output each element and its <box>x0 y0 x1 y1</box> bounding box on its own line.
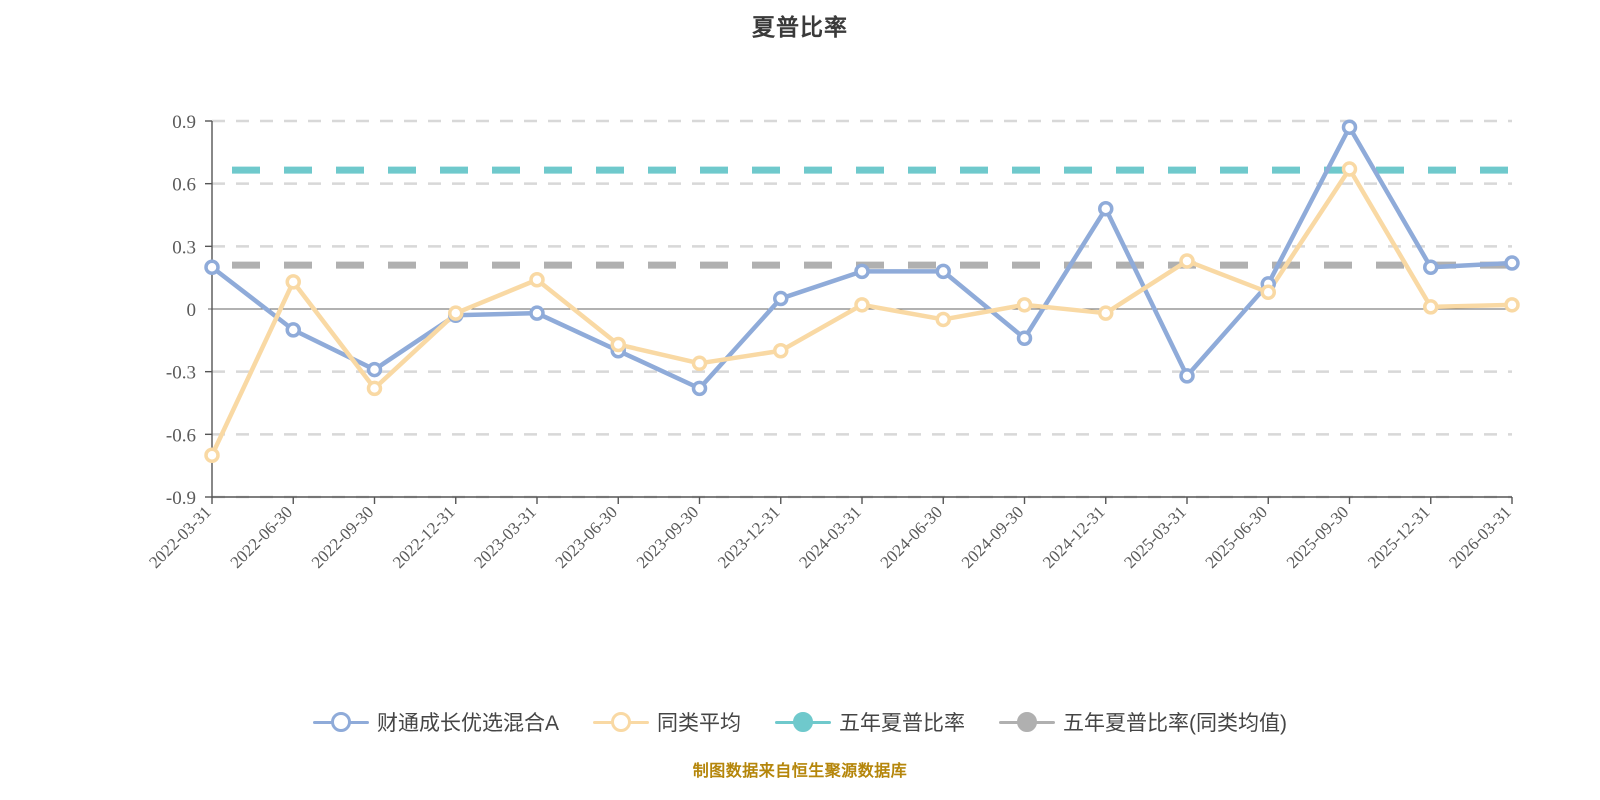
x-tick-label: 2024-09-30 <box>958 502 1028 572</box>
data-point[interactable] <box>285 274 301 290</box>
x-tick-label-group: 2023-09-30 <box>633 502 703 572</box>
x-tick-label-group: 2023-06-30 <box>552 502 622 572</box>
x-tick-label: 2024-06-30 <box>877 502 947 572</box>
x-tick-label: 2022-06-30 <box>227 502 297 572</box>
y-tick-label: 0.3 <box>172 237 196 258</box>
x-tick-label: 2025-12-31 <box>1364 502 1434 572</box>
legend-item-3[interactable]: 五年夏普比率(同类均值) <box>999 707 1287 737</box>
legend-item-1[interactable]: 同类平均 <box>593 707 741 737</box>
y-tick-label: 0.9 <box>172 112 196 133</box>
x-tick-label-group: 2023-03-31 <box>470 502 540 572</box>
legend-marker-icon <box>593 711 649 733</box>
x-tick-label: 2025-06-30 <box>1202 502 1272 572</box>
x-tick-label-group: 2024-12-31 <box>1039 502 1109 572</box>
data-point[interactable] <box>366 361 383 378</box>
legend-marker-icon <box>312 711 369 733</box>
x-tick-label: 2022-12-31 <box>389 502 459 572</box>
legend-dot <box>611 712 631 732</box>
data-point[interactable] <box>1179 368 1195 384</box>
x-tick-label-group: 2024-06-30 <box>877 502 947 572</box>
legend-marker-icon <box>999 711 1055 733</box>
x-tick-label: 2024-03-31 <box>795 502 865 572</box>
data-point[interactable] <box>854 263 870 280</box>
chart-legend: 财通成长优选混合A 同类平均 五年夏普比率 五年夏普比率(同类均值) <box>0 700 1600 744</box>
data-point[interactable] <box>366 380 383 397</box>
data-point[interactable] <box>529 272 545 288</box>
data-point[interactable] <box>691 380 708 397</box>
x-tick-label-group: 2022-12-31 <box>389 502 459 572</box>
x-tick-label-group: 2022-03-31 <box>145 502 215 572</box>
y-tick-label: 0 <box>187 300 197 321</box>
x-tick-label-group: 2024-09-30 <box>958 502 1028 572</box>
data-point[interactable] <box>691 355 708 372</box>
data-point[interactable] <box>610 336 626 353</box>
x-tick-label: 2025-03-31 <box>1120 502 1190 572</box>
data-point[interactable] <box>935 311 951 328</box>
data-point[interactable] <box>1341 119 1358 136</box>
plot-area: 0.9 0.6 0.3 0 -0.3 -0.6 -0.9 2022-03-31 2022-06-… <box>145 112 1520 572</box>
data-point[interactable] <box>1016 297 1033 313</box>
data-point[interactable] <box>1016 330 1033 346</box>
x-tick-label-group: 2025-12-31 <box>1364 502 1434 572</box>
data-point[interactable] <box>529 305 545 321</box>
series-line-0 <box>209 125 1515 391</box>
legend-label: 同类平均 <box>657 712 741 735</box>
page-title: 夏普比率 <box>752 14 848 40</box>
x-tick-label: 2023-09-30 <box>633 502 703 572</box>
data-point[interactable] <box>1423 259 1439 275</box>
x-tick-label: 2022-03-31 <box>145 502 215 572</box>
data-point[interactable] <box>935 263 951 280</box>
x-tick-label: 2022-09-30 <box>308 502 378 572</box>
x-tick-label-group: 2026-03-31 <box>1445 502 1515 572</box>
data-point[interactable] <box>1098 200 1114 217</box>
data-source-note: 制图数据来自恒生聚源数据库 <box>692 763 908 780</box>
data-point[interactable] <box>448 305 464 321</box>
y-tick-label: -0.3 <box>166 363 196 384</box>
x-tick-label: 2024-12-31 <box>1039 502 1109 572</box>
x-tick-label: 2023-03-31 <box>470 502 540 572</box>
legend-item-0[interactable]: 财通成长优选混合A <box>312 707 559 737</box>
x-tick-label: 2023-12-31 <box>714 502 784 572</box>
x-tick-label: 2025-09-30 <box>1283 502 1353 572</box>
legend-label: 五年夏普比率 <box>839 712 965 735</box>
legend-label: 财通成长优选混合A <box>376 712 559 735</box>
data-point[interactable] <box>204 259 220 275</box>
x-tick-label-group: 2022-09-30 <box>308 502 378 572</box>
data-point[interactable] <box>1098 305 1114 321</box>
y-tick-label: -0.9 <box>166 488 196 509</box>
legend-dot <box>793 712 813 732</box>
x-tick-label-group: 2023-12-31 <box>714 502 784 572</box>
data-point[interactable] <box>773 290 789 307</box>
data-point[interactable] <box>285 322 301 338</box>
x-tick-label-group: 2025-06-30 <box>1202 502 1272 572</box>
data-point[interactable] <box>1260 284 1276 301</box>
data-point[interactable] <box>773 343 789 359</box>
data-point[interactable] <box>1504 297 1520 313</box>
x-tick-label-group: 2024-03-31 <box>795 502 865 572</box>
data-point[interactable] <box>1179 253 1195 269</box>
x-tick-label: 2026-03-31 <box>1445 502 1515 572</box>
x-tick-label-group: 2022-06-30 <box>227 502 297 572</box>
data-point[interactable] <box>854 297 870 313</box>
legend-label: 五年夏普比率(同类均值) <box>1063 712 1287 735</box>
y-tick-label: 0.6 <box>172 175 196 196</box>
data-point[interactable] <box>204 447 220 463</box>
data-point[interactable] <box>1504 255 1520 271</box>
legend-marker-icon <box>775 711 831 733</box>
x-tick-label: 2023-06-30 <box>552 502 622 572</box>
data-point[interactable] <box>1341 161 1358 177</box>
legend-item-2[interactable]: 五年夏普比率 <box>775 707 965 737</box>
legend-dot <box>330 712 351 732</box>
x-tick-label-group: 2025-09-30 <box>1283 502 1353 572</box>
legend-dot <box>1017 712 1037 732</box>
y-tick-label: -0.6 <box>166 425 196 446</box>
data-point[interactable] <box>1423 299 1439 315</box>
x-tick-label-group: 2025-03-31 <box>1120 502 1190 572</box>
